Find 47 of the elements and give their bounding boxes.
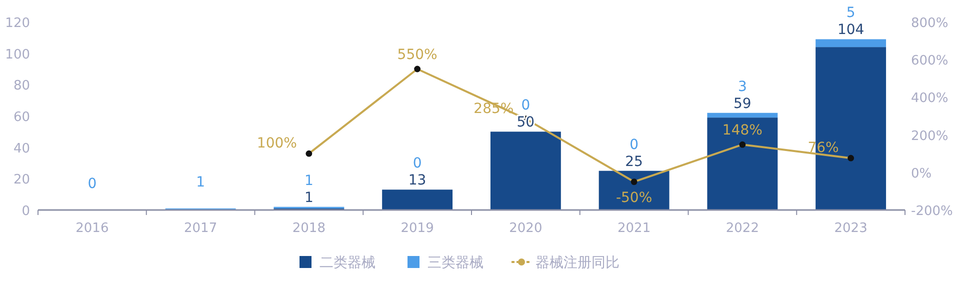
x-tick-label: 2018 — [292, 221, 326, 236]
x-tick-label: 2021 — [618, 221, 651, 236]
data-label: 148% — [722, 122, 762, 139]
x-tick-label: 2019 — [400, 221, 434, 236]
y2-tick-label: 600% — [911, 54, 948, 69]
y2-tick-label: -200% — [911, 204, 953, 219]
legend-label: 二类器械 — [320, 255, 376, 271]
legend-label: 三类器械 — [428, 255, 484, 271]
legend-label: 器械注册同比 — [536, 255, 620, 271]
data-label: 1 — [196, 174, 206, 190]
x-tick-label: 2016 — [76, 221, 109, 236]
x-tick-label: 2022 — [726, 221, 759, 236]
data-label: 1 — [304, 190, 314, 206]
y2-tick-label: 0% — [911, 166, 932, 182]
y-tick-label: 60 — [13, 110, 30, 125]
data-label: 0 — [88, 176, 97, 192]
data-label: 1 — [304, 172, 314, 189]
bar — [598, 170, 670, 210]
y2-tick-label: 200% — [911, 128, 948, 144]
data-label: 0 — [412, 156, 422, 172]
y-tick-label: 0 — [22, 204, 30, 219]
bar — [382, 190, 453, 210]
data-label: 5 — [846, 5, 856, 22]
data-label: -50% — [616, 190, 652, 206]
bar — [707, 118, 778, 210]
bar — [816, 39, 886, 48]
y2-tick-label: 400% — [911, 91, 948, 106]
data-label: 0 — [630, 136, 639, 153]
data-label: 59 — [734, 96, 752, 112]
y-tick-label: 20 — [13, 172, 30, 188]
data-label: 0 — [521, 98, 530, 114]
data-label: 25 — [625, 154, 643, 170]
data-label: 13 — [408, 172, 426, 189]
y-tick-label: 80 — [13, 78, 30, 94]
x-tick-label: 2023 — [834, 221, 868, 236]
x-tick-label: 2017 — [184, 221, 218, 236]
bar — [490, 132, 561, 210]
y-tick-label: 100 — [5, 47, 30, 62]
data-label: 100% — [256, 136, 297, 152]
y-tick-label: 120 — [5, 16, 30, 31]
data-label: 104 — [837, 22, 864, 38]
data-label: 3 — [738, 78, 747, 95]
bar — [707, 112, 778, 118]
y-tick-label: 40 — [13, 141, 30, 156]
y2-tick-label: 800% — [911, 16, 948, 31]
data-label: 550% — [397, 47, 438, 63]
x-tick-label: 2020 — [509, 221, 542, 236]
